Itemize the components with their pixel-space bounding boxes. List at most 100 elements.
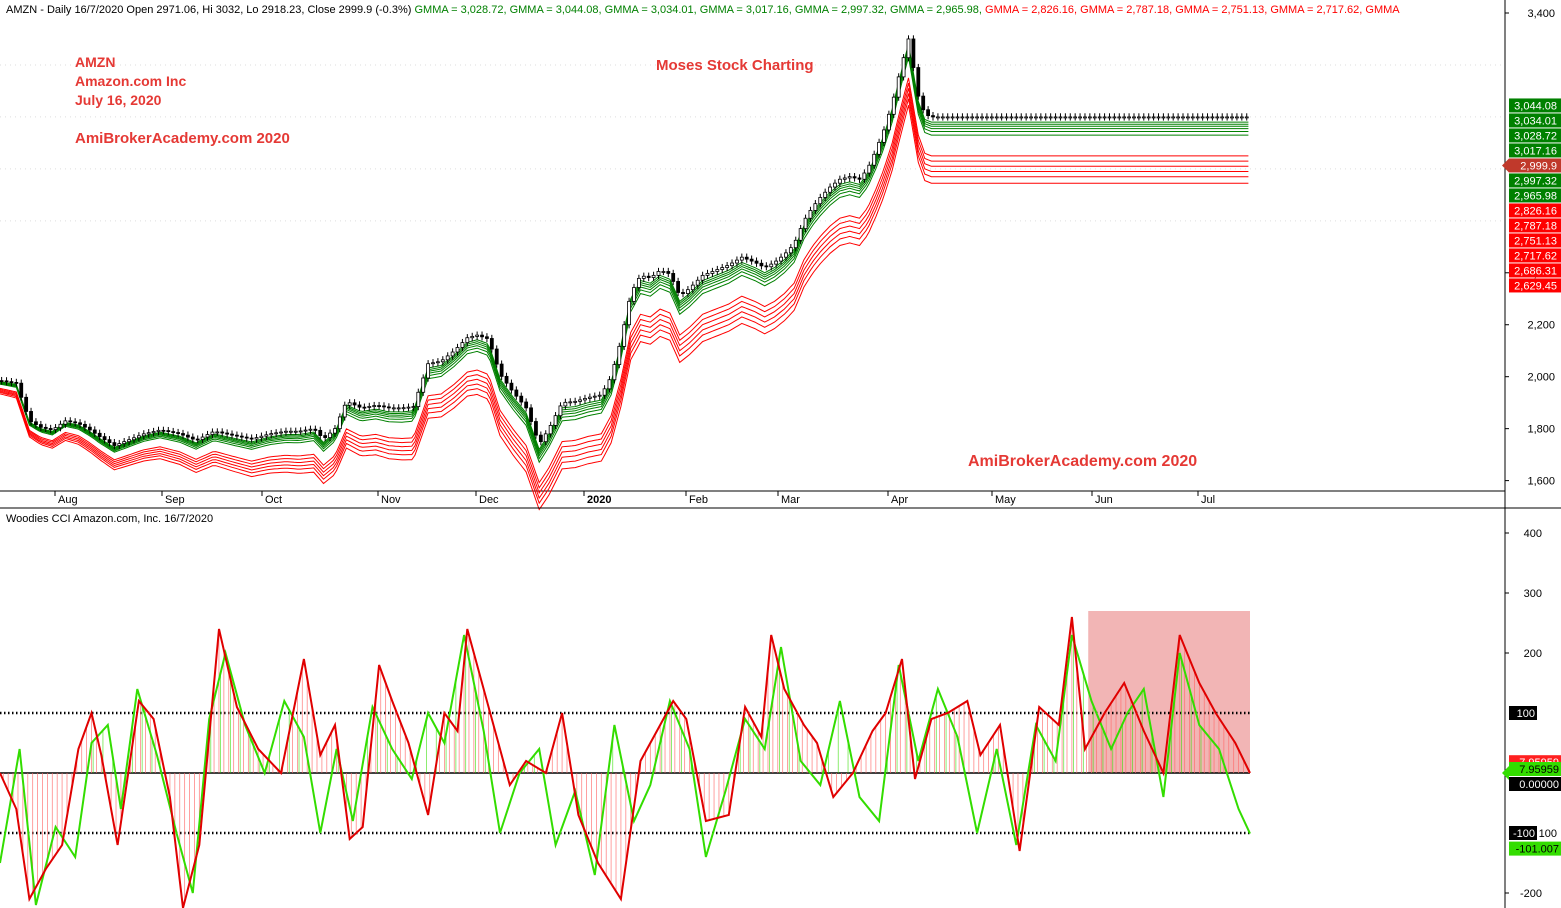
candle-body bbox=[34, 421, 38, 425]
candle-body bbox=[690, 284, 695, 291]
candle-body bbox=[156, 429, 161, 432]
candle-body bbox=[288, 430, 293, 433]
candle-body bbox=[136, 435, 141, 439]
turbo-last-value-label: 7.95959 bbox=[1519, 764, 1559, 776]
gmma-long-line bbox=[0, 105, 1249, 511]
candle-body bbox=[896, 76, 901, 98]
turbo-cci-line bbox=[0, 634, 1251, 906]
candle-body bbox=[122, 441, 127, 444]
candle-body bbox=[519, 395, 524, 403]
gmma-header-value: GMMA = 2,717.62, bbox=[1267, 4, 1362, 16]
candle-body bbox=[1038, 116, 1043, 119]
candle-body bbox=[455, 347, 460, 353]
gmma-header-value: GMMA = 2,751.13, bbox=[1172, 4, 1267, 16]
candle-body bbox=[793, 239, 798, 249]
candle-body bbox=[382, 405, 386, 408]
cci-zero-label: 0.00000 bbox=[1519, 779, 1559, 791]
candle-body bbox=[318, 429, 323, 436]
candle-body bbox=[739, 256, 744, 261]
candle-body bbox=[151, 431, 156, 434]
date-label: Apr bbox=[891, 494, 908, 506]
candle-body bbox=[1225, 116, 1230, 119]
price-value-label: 2,826.16 bbox=[1514, 205, 1557, 217]
candle-body bbox=[573, 400, 578, 403]
candle-body bbox=[622, 324, 627, 347]
candle-body bbox=[744, 256, 749, 260]
candle-body bbox=[553, 415, 558, 426]
candle-body bbox=[1171, 116, 1176, 119]
candle-body bbox=[489, 338, 494, 350]
cci-ref-minus100-label-bg bbox=[1509, 826, 1537, 840]
candle-body bbox=[1200, 116, 1205, 119]
candle-body bbox=[102, 436, 107, 441]
candle-body bbox=[1092, 116, 1097, 119]
candle-body bbox=[132, 437, 136, 441]
candle-body bbox=[759, 262, 764, 267]
candle-body bbox=[450, 351, 455, 357]
candle-body bbox=[465, 337, 470, 343]
candle-body bbox=[769, 263, 774, 268]
candle-body bbox=[705, 273, 710, 276]
candle-body bbox=[48, 428, 53, 430]
candle-body bbox=[803, 217, 808, 230]
candle-body bbox=[337, 416, 342, 430]
candle-body bbox=[298, 430, 303, 433]
candle-body bbox=[931, 115, 935, 118]
price-value-tag bbox=[1509, 158, 1561, 173]
cci-ref-100-label: 100 bbox=[1517, 708, 1535, 720]
candle-body bbox=[362, 406, 367, 409]
date-label: Dec bbox=[479, 494, 499, 506]
candle-body bbox=[583, 398, 587, 401]
candle-body bbox=[352, 402, 357, 406]
candle-body bbox=[97, 432, 102, 438]
candle-body bbox=[504, 375, 509, 384]
candle-body bbox=[607, 379, 612, 390]
candle-body bbox=[411, 406, 416, 408]
candle-body bbox=[862, 172, 867, 180]
candle-body bbox=[43, 426, 48, 429]
cci-y-tick-label: 200 bbox=[1524, 648, 1542, 660]
turbo-low-value-label-bg bbox=[1509, 841, 1561, 856]
candle-body bbox=[68, 420, 73, 423]
gmma-long-line bbox=[0, 98, 1249, 505]
candle-body bbox=[509, 382, 514, 391]
candle-body bbox=[1009, 116, 1014, 119]
candle-body bbox=[529, 407, 533, 422]
candle-body bbox=[166, 430, 171, 432]
candle-body bbox=[1102, 116, 1107, 119]
candle-body bbox=[127, 439, 131, 443]
candle-body bbox=[1161, 116, 1166, 119]
price-y-tick-label: 3,400 bbox=[1527, 8, 1555, 20]
price-value-label: 3,044.08 bbox=[1514, 100, 1557, 112]
price-value-label: 2,787.18 bbox=[1514, 220, 1557, 232]
candle-body bbox=[107, 439, 112, 444]
candle-body bbox=[416, 391, 421, 407]
candle-body bbox=[14, 382, 19, 384]
candle-body bbox=[754, 260, 759, 264]
gmma-header-value: GMMA = 2,826.16, bbox=[982, 4, 1077, 16]
candle-body bbox=[249, 437, 254, 440]
candle-body bbox=[1063, 116, 1068, 119]
candle-body bbox=[9, 381, 14, 384]
gmma-header-value: GMMA = 2,787.18, bbox=[1077, 4, 1172, 16]
candle-body bbox=[960, 116, 965, 119]
candle-body bbox=[200, 436, 205, 440]
candle-body bbox=[597, 394, 602, 397]
candle-body bbox=[367, 406, 372, 408]
candle-body bbox=[568, 401, 573, 404]
candle-body bbox=[1176, 116, 1181, 119]
candle-body bbox=[470, 336, 475, 339]
annotation-date: July 16, 2020 bbox=[75, 92, 162, 108]
candle-body bbox=[813, 203, 818, 211]
candle-body bbox=[842, 177, 847, 180]
candle-body bbox=[514, 389, 519, 397]
price-value-tag bbox=[1509, 188, 1561, 203]
candle-body bbox=[936, 116, 940, 119]
gmma-header-value: GMMA = 2,997.32, bbox=[792, 4, 887, 16]
candle-body bbox=[333, 428, 337, 434]
candle-body bbox=[1053, 116, 1058, 119]
candle-body bbox=[818, 197, 823, 205]
candle-body bbox=[1117, 116, 1122, 119]
candle-body bbox=[1156, 116, 1161, 119]
candle-body bbox=[195, 438, 200, 441]
